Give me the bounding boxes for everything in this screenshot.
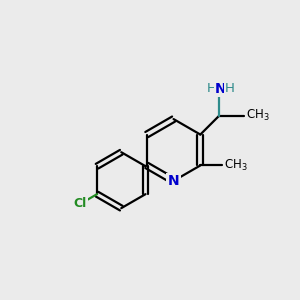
Text: H: H — [224, 82, 234, 95]
Text: Cl: Cl — [74, 197, 87, 210]
Text: H: H — [207, 82, 217, 95]
Text: N: N — [168, 174, 179, 188]
Text: CH$_3$: CH$_3$ — [224, 158, 248, 173]
Text: N: N — [215, 82, 226, 96]
Text: CH$_3$: CH$_3$ — [246, 108, 269, 123]
